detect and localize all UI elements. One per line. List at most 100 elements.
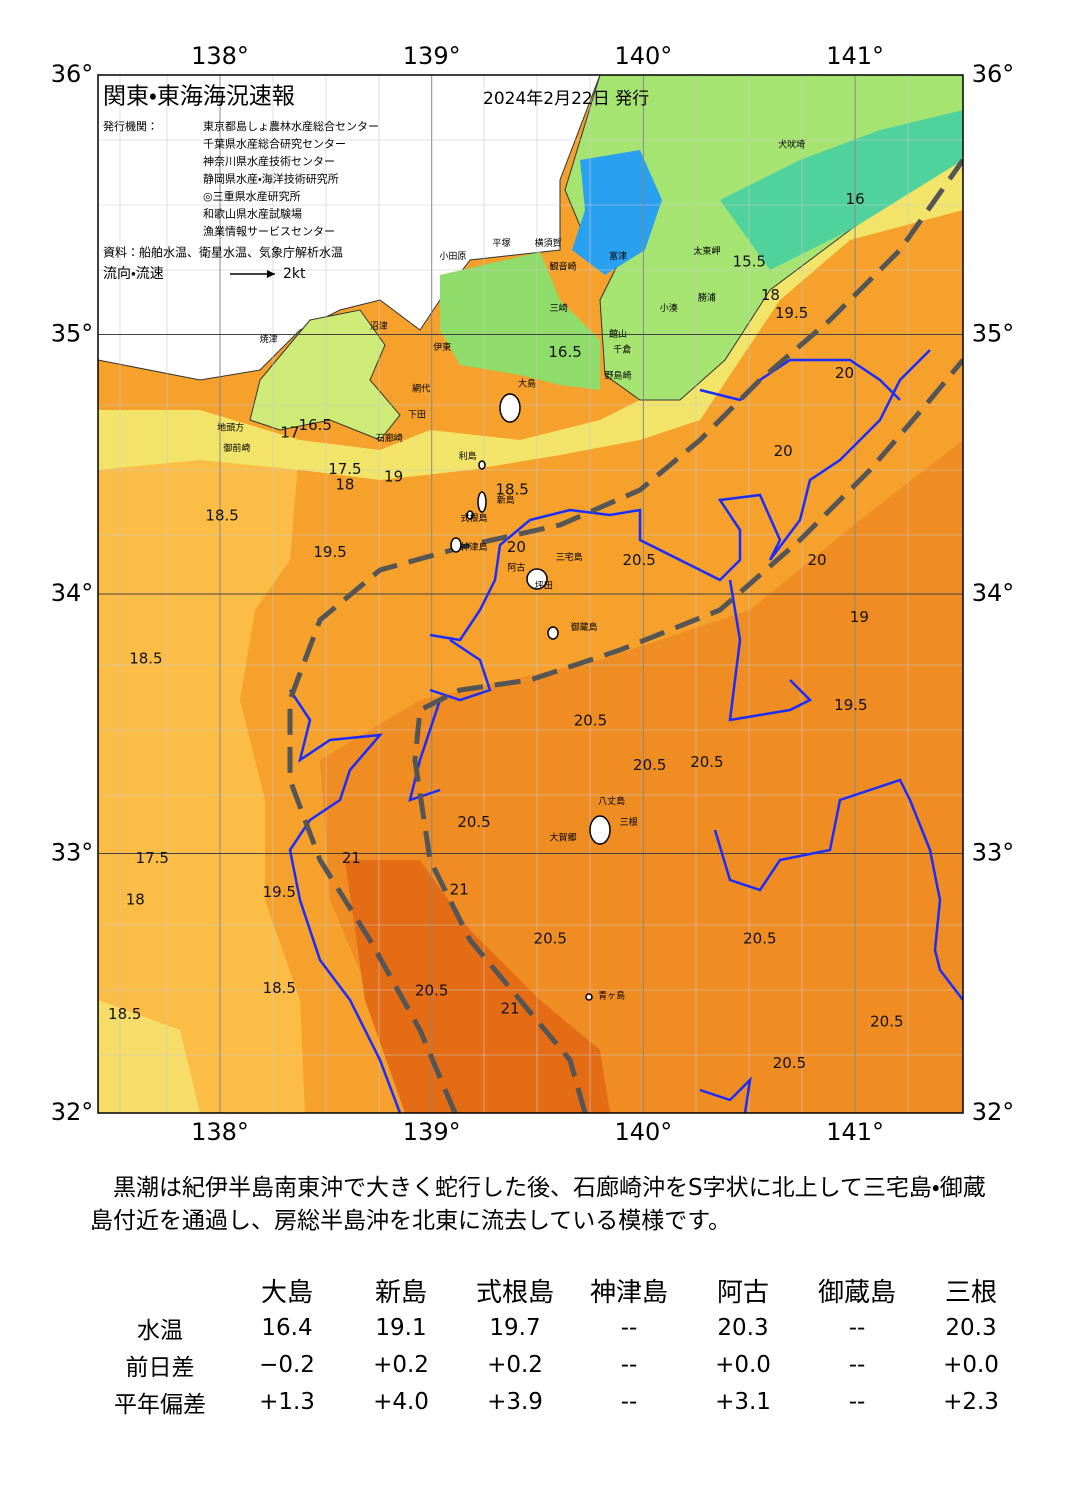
contour-label: 21 bbox=[500, 1000, 519, 1018]
place-label: 地頭方 bbox=[217, 421, 244, 433]
corner bbox=[90, 1272, 230, 1309]
place-label: 富津 bbox=[609, 250, 627, 262]
map-title: 関東・東海海況速報 bbox=[103, 84, 295, 110]
cell: -- bbox=[848, 1314, 866, 1341]
lon-label: 138° bbox=[191, 42, 249, 70]
cell: +0.0 bbox=[943, 1351, 999, 1378]
contour-label: 20.5 bbox=[574, 712, 607, 730]
lat-label: 36° bbox=[51, 60, 94, 88]
row-label: 前日差 bbox=[125, 1354, 195, 1381]
column-header: 式根島 bbox=[475, 1278, 554, 1308]
lon-label: 141° bbox=[826, 42, 884, 70]
agency: 神奈川県水産技術センター bbox=[203, 154, 335, 168]
contour-label: 18.5 bbox=[129, 649, 162, 667]
cell: −0.2 bbox=[259, 1351, 315, 1378]
place-label: 御前崎 bbox=[223, 442, 250, 454]
sagami-coast bbox=[440, 252, 600, 390]
place-label: 三崎 bbox=[550, 302, 568, 314]
axis-labels: 138° 138° 139° 139° 140° 140° 141° 141° 36° 36° 35… bbox=[51, 42, 1015, 1146]
agency: 漁業情報サービスセンター bbox=[203, 224, 335, 238]
islands bbox=[450, 393, 611, 1001]
agency: 千葉県水産総合研究センター bbox=[203, 137, 346, 151]
place-label: 式根島 bbox=[461, 512, 488, 524]
contour-label: 20.5 bbox=[743, 930, 776, 948]
contour-label: 17.5 bbox=[136, 849, 169, 867]
cool-water bbox=[98, 430, 305, 1113]
contour-label: 18.5 bbox=[263, 979, 296, 997]
lat-label: 36° bbox=[972, 60, 1015, 88]
contour-label: 19.5 bbox=[263, 883, 296, 901]
agencies-label: 発行機関： bbox=[103, 119, 158, 133]
contour-label: 17.5 bbox=[328, 460, 361, 478]
cell: +0.2 bbox=[373, 1351, 429, 1378]
lon-label: 139° bbox=[403, 1118, 461, 1146]
cell: 19.1 bbox=[375, 1314, 427, 1341]
place-label: 三根 bbox=[620, 816, 638, 828]
column-header: 阿古 bbox=[716, 1278, 769, 1308]
contour-label: 20 bbox=[507, 538, 526, 556]
header-row: 大島 新島 式根島 神津島 阿古 御蔵島 三根 bbox=[90, 1272, 1028, 1309]
lat-label: 35° bbox=[51, 320, 94, 348]
contour-label: 20 bbox=[835, 364, 854, 382]
cell: +0.2 bbox=[487, 1351, 543, 1378]
place-label: 利島 bbox=[459, 450, 477, 462]
place-label: 横須賀 bbox=[535, 237, 562, 249]
lat-label: 33° bbox=[51, 839, 94, 867]
boso-water bbox=[720, 110, 963, 270]
cell: -- bbox=[620, 1351, 638, 1378]
lon-label: 140° bbox=[614, 1118, 672, 1146]
major-grid bbox=[98, 75, 963, 1113]
contour-label: 19.5 bbox=[834, 696, 867, 714]
cell: 20.3 bbox=[945, 1314, 997, 1341]
lon-label: 138° bbox=[191, 1118, 249, 1146]
contour-label: 20.5 bbox=[534, 930, 567, 948]
contour-label: 21 bbox=[342, 849, 361, 867]
column-header: 大島 bbox=[260, 1278, 313, 1308]
place-label: 下田 bbox=[408, 409, 426, 420]
issue-date: 2024年2月22日 発行 bbox=[483, 89, 649, 109]
cell: -- bbox=[848, 1351, 866, 1378]
row-label: 平年偏差 bbox=[114, 1391, 206, 1418]
place-label: 野島崎 bbox=[604, 370, 631, 382]
contour-label: 16.5 bbox=[299, 416, 332, 434]
cell: -- bbox=[620, 1314, 638, 1341]
place-label: 犬吠埼 bbox=[778, 139, 805, 151]
contour-label: 17 bbox=[280, 424, 299, 442]
place-label: 石廊崎 bbox=[376, 432, 403, 444]
contour-label: 19.5 bbox=[775, 304, 808, 322]
data-row: 平年偏差 +1.3 +4.0 +3.9 -- +3.1 -- +2.3 bbox=[90, 1383, 1028, 1420]
place-label: 平塚 bbox=[493, 238, 511, 249]
legend-scale: 2kt bbox=[283, 266, 306, 282]
cell: 19.7 bbox=[489, 1314, 541, 1341]
place-label: 焼津 bbox=[260, 334, 278, 345]
place-label: 沼津 bbox=[370, 321, 388, 332]
place-label: 新島 bbox=[497, 494, 515, 506]
contour-label: 21 bbox=[450, 880, 469, 898]
data-row: 水温 16.4 19.1 19.7 -- 20.3 -- 20.3 bbox=[90, 1309, 1028, 1346]
place-label: 坪田 bbox=[535, 581, 553, 592]
cell: -- bbox=[620, 1388, 638, 1415]
contour-label: 20.5 bbox=[633, 756, 666, 774]
kuroshio-core bbox=[345, 860, 610, 1113]
izu-peninsula bbox=[249, 309, 401, 441]
contour-label: 18.5 bbox=[108, 1005, 141, 1023]
sst-map: 16.516.51717.51818.519.51918.520.5202020… bbox=[51, 42, 1015, 1146]
tokyo-bay bbox=[572, 150, 662, 275]
agency: 東京都島しょ農林水産総合センター bbox=[203, 119, 379, 133]
cell: 16.4 bbox=[261, 1314, 313, 1341]
cell: +3.9 bbox=[487, 1388, 543, 1415]
contour-label: 20.5 bbox=[622, 551, 655, 569]
lat-label: 33° bbox=[972, 839, 1015, 867]
contour-label: 15.5 bbox=[733, 252, 766, 270]
lat-label: 32° bbox=[972, 1098, 1015, 1126]
contour-label: 20.5 bbox=[457, 813, 490, 831]
minor-grid bbox=[98, 75, 963, 1113]
contour-label: 16 bbox=[846, 190, 865, 208]
cell: +4.0 bbox=[373, 1388, 429, 1415]
cell: 20.3 bbox=[717, 1314, 769, 1341]
cell: +1.3 bbox=[259, 1388, 315, 1415]
place-label: 大島 bbox=[518, 377, 536, 389]
contour-label: 18.5 bbox=[495, 481, 528, 499]
contour-label: 20 bbox=[774, 442, 793, 460]
place-label: 観音崎 bbox=[549, 261, 576, 273]
